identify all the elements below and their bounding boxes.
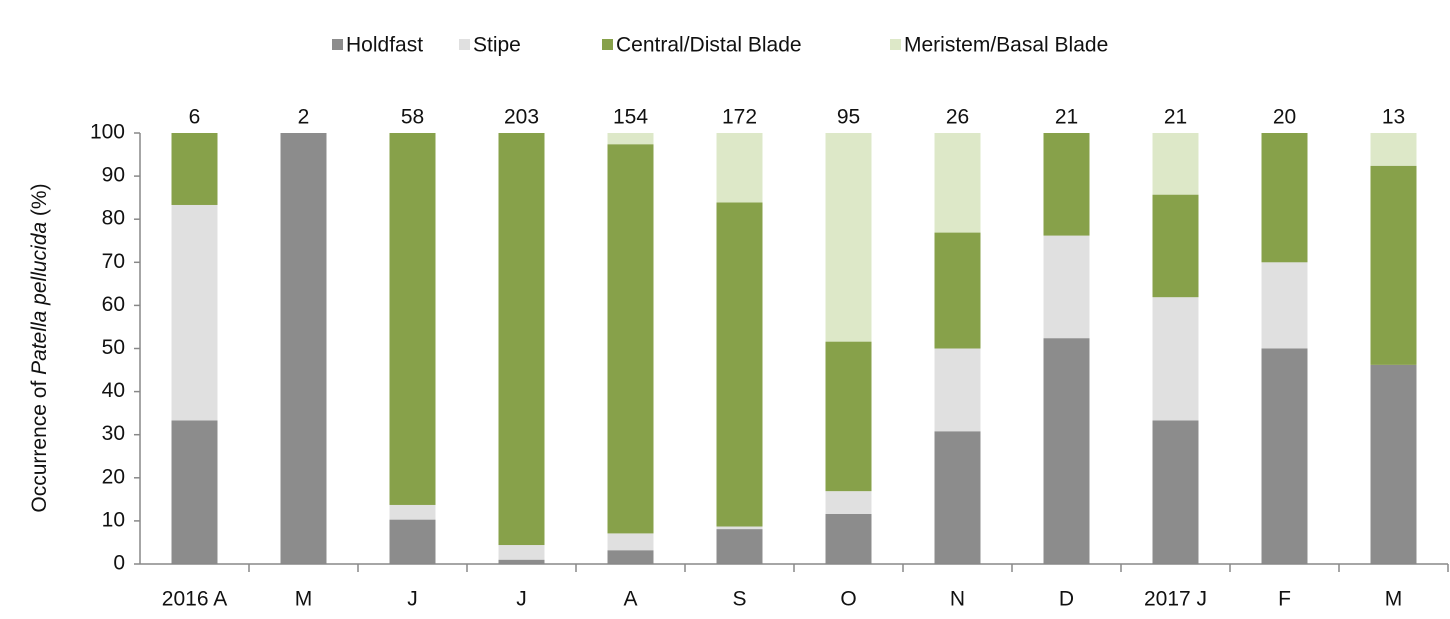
- x-tick-label: S: [732, 588, 746, 611]
- legend-swatch: [459, 39, 470, 50]
- bar-segment: [825, 491, 872, 515]
- bar-segment: [934, 232, 981, 349]
- total-label: 13: [1382, 106, 1405, 129]
- bar-segment: [825, 341, 872, 492]
- bar-segment: [825, 133, 872, 342]
- total-label: 203: [504, 106, 539, 129]
- total-label: 95: [837, 106, 860, 129]
- bar-segment: [1370, 133, 1417, 166]
- total-label: 21: [1164, 106, 1187, 129]
- bar-segment: [1370, 165, 1417, 365]
- bar-segment: [171, 420, 218, 564]
- total-label: 21: [1055, 106, 1078, 129]
- bar-segment: [716, 529, 763, 564]
- y-tick-label: 90: [102, 164, 125, 187]
- y-axis-label: Occurrence of Patella pellucida (%): [28, 183, 51, 512]
- y-tick-label: 50: [102, 336, 125, 359]
- bar-segment: [498, 559, 545, 564]
- total-label: 154: [613, 106, 648, 129]
- bar-segment: [280, 133, 327, 564]
- y-tick-label: 10: [102, 508, 125, 531]
- bar-segment: [1043, 133, 1090, 236]
- bar-segment: [1043, 235, 1090, 339]
- total-label: 20: [1273, 106, 1296, 129]
- bar-segment: [934, 133, 981, 233]
- x-tick-label: J: [407, 588, 418, 611]
- bar-segment: [825, 514, 872, 564]
- x-tick-label: J: [516, 588, 527, 611]
- y-label-species: Patella pellucida: [28, 222, 51, 375]
- bar-segment: [607, 533, 654, 551]
- x-tick-label: N: [950, 588, 965, 611]
- bar-segment: [607, 133, 654, 145]
- x-tick-label: O: [840, 588, 856, 611]
- legend-label: Central/Distal Blade: [616, 34, 802, 57]
- bar-segment: [498, 133, 545, 546]
- x-tick-label: M: [1385, 588, 1403, 611]
- legend-label: Meristem/Basal Blade: [904, 34, 1108, 57]
- legend-swatch: [332, 39, 343, 50]
- total-label: 26: [946, 106, 969, 129]
- bar-segment: [1152, 194, 1199, 298]
- bar-segment: [1261, 348, 1308, 564]
- y-tick-label: 0: [113, 552, 125, 575]
- y-tick-label: 80: [102, 207, 125, 230]
- y-label-text: Occurrence of: [28, 375, 51, 513]
- x-tick-label: 2016 A: [162, 588, 227, 611]
- bar-segment: [934, 348, 981, 432]
- total-label: 6: [189, 106, 201, 129]
- bar-segment: [716, 133, 763, 203]
- y-label-unit: (%): [28, 183, 51, 222]
- legend-swatch: [890, 39, 901, 50]
- bar-segment: [1261, 262, 1308, 349]
- total-label: 2: [298, 106, 310, 129]
- bar-segment: [1152, 420, 1199, 564]
- bar-segment: [1043, 338, 1090, 564]
- y-tick-label: 20: [102, 465, 125, 488]
- y-tick-label: 100: [90, 121, 125, 144]
- y-tick-label: 40: [102, 379, 125, 402]
- legend-swatch: [602, 39, 613, 50]
- total-label: 172: [722, 106, 757, 129]
- x-tick-label: 2017 J: [1144, 588, 1207, 611]
- bar-segment: [934, 431, 981, 564]
- bar-segment: [716, 202, 763, 527]
- x-tick-label: A: [623, 588, 637, 611]
- y-tick-label: 30: [102, 422, 125, 445]
- bar-segment: [389, 133, 436, 505]
- bar-segment: [389, 504, 436, 520]
- bar-segment: [1152, 133, 1199, 195]
- bar-segment: [389, 519, 436, 564]
- bar-segment: [607, 144, 654, 534]
- bar-segment: [171, 204, 218, 421]
- legend-label: Stipe: [473, 34, 521, 57]
- bar-segment: [1370, 364, 1417, 564]
- total-label: 58: [401, 106, 424, 129]
- x-tick-label: D: [1059, 588, 1074, 611]
- y-tick-label: 70: [102, 250, 125, 273]
- x-tick-label: F: [1278, 588, 1291, 611]
- legend-label: Holdfast: [346, 34, 423, 57]
- bar-segment: [498, 545, 545, 560]
- bar-segment: [1261, 133, 1308, 263]
- x-tick-label: M: [295, 588, 313, 611]
- bar-segment: [1152, 297, 1199, 421]
- bar-segment: [171, 133, 218, 205]
- bar-segment: [607, 550, 654, 564]
- bar-segment: [716, 526, 763, 530]
- y-tick-label: 60: [102, 293, 125, 316]
